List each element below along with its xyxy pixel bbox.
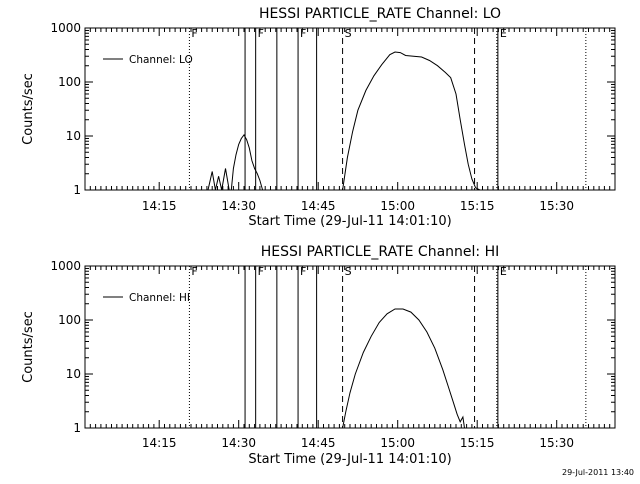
y-axis-label: Counts/sec	[21, 311, 36, 383]
event-marker-label: F	[258, 27, 264, 40]
y-tick-label: 10	[66, 367, 81, 381]
legend-label: Channel: LO	[129, 54, 193, 66]
x-axis-label: Start Time (29-Jul-11 14:01:10)	[248, 452, 451, 467]
y-axis-label: Counts/sec	[21, 73, 36, 145]
event-marker-label: F	[300, 265, 306, 278]
legend-label: Channel: HI	[129, 292, 190, 304]
y-axis: 1 10 100 1000	[50, 259, 615, 435]
series-line-0	[342, 308, 465, 429]
y-tick-label: 1000	[50, 21, 81, 35]
x-tick-label: 15:30	[539, 436, 574, 450]
chart-panel-hi: HESSI PARTICLE_RATE Channel: HI 1 10 100 100…	[21, 244, 616, 467]
event-marker-label: F	[258, 265, 264, 278]
event-marker-label: F	[191, 27, 197, 40]
series-line-0	[207, 51, 481, 191]
x-axis: 14:15 14:30 14:45 15:00 15:15 15:30	[84, 266, 616, 450]
legend: Channel: LO	[103, 54, 193, 66]
x-tick-label: 15:30	[539, 199, 574, 213]
x-axis: 14:15 14:30 14:45 15:00 15:15 15:30	[84, 28, 616, 213]
event-marker-label: S	[345, 265, 352, 278]
x-tick-label: 15:00	[380, 199, 415, 213]
y-tick-label: 100	[58, 313, 81, 327]
legend: Channel: HI	[103, 292, 190, 304]
chart-title: HESSI PARTICLE_RATE Channel: HI	[261, 244, 499, 260]
x-tick-label: 14:15	[142, 436, 177, 450]
event-marker-label: S	[345, 27, 352, 40]
y-tick-label: 1000	[50, 259, 81, 273]
x-tick-label: 14:30	[221, 199, 256, 213]
x-tick-label: 15:00	[380, 436, 415, 450]
chart-title: HESSI PARTICLE_RATE Channel: LO	[259, 6, 501, 22]
y-tick-label: 100	[58, 75, 81, 89]
chart-panel-lo: HESSI PARTICLE_RATE Channel: LO 1 10 100 100…	[21, 6, 616, 229]
x-tick-label: 15:15	[460, 199, 495, 213]
y-tick-label: 10	[66, 129, 81, 143]
footer-timestamp: 29-Jul-2011 13:40	[562, 468, 634, 477]
x-tick-label: 14:45	[301, 199, 336, 213]
y-tick-label: 1	[73, 183, 81, 197]
event-marker-label: E	[500, 27, 507, 40]
x-axis-label: Start Time (29-Jul-11 14:01:10)	[248, 214, 451, 229]
y-axis: 1 10 100 1000	[50, 21, 615, 197]
event-marker-label: F	[300, 27, 306, 40]
x-tick-label: 14:30	[221, 436, 256, 450]
event-marker-label: F	[191, 265, 197, 278]
x-tick-label: 15:15	[460, 436, 495, 450]
x-tick-label: 14:45	[301, 436, 336, 450]
event-marker-label: E	[500, 265, 507, 278]
plot-frame	[84, 27, 616, 191]
y-tick-label: 1	[73, 421, 81, 435]
plot-frame	[84, 265, 616, 429]
x-tick-label: 14:15	[142, 199, 177, 213]
